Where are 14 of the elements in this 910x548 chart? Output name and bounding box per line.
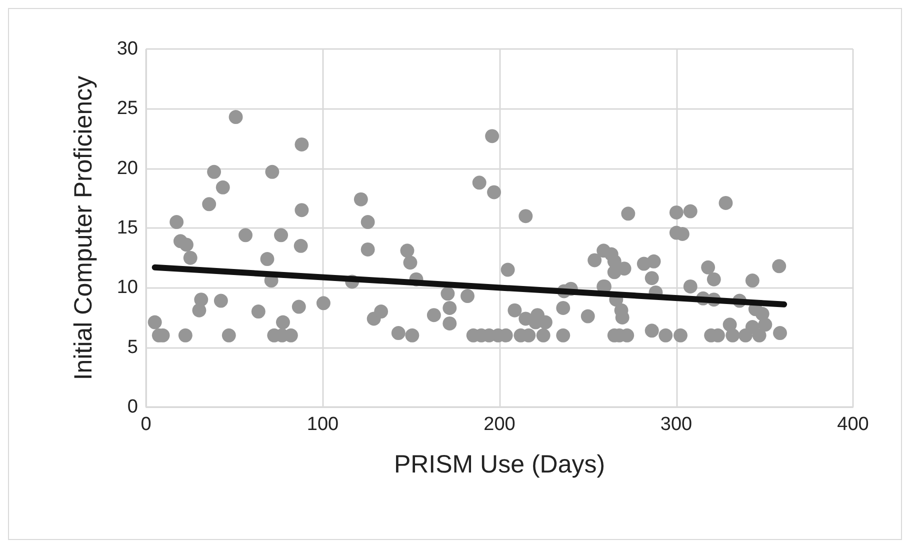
x-axis-title: PRISM Use (Days) [394,450,606,478]
y-tick-label: 20 [116,158,138,179]
y-axis-title: Initial Computer Proficiency [70,75,98,380]
x-tick-label: 400 [837,414,869,435]
y-tick-label: 5 [127,336,138,358]
y-tick-label: 0 [127,396,138,418]
y-tick-label: 10 [116,277,138,298]
x-tick-label: 100 [306,414,339,435]
y-tick-label: 15 [116,218,138,238]
x-tick-label: 0 [140,414,152,435]
y-tick-label: 30 [116,38,138,60]
x-tick-label: 200 [484,414,516,435]
x-tick-label: 300 [660,414,692,435]
y-tick-label: 25 [116,98,138,120]
